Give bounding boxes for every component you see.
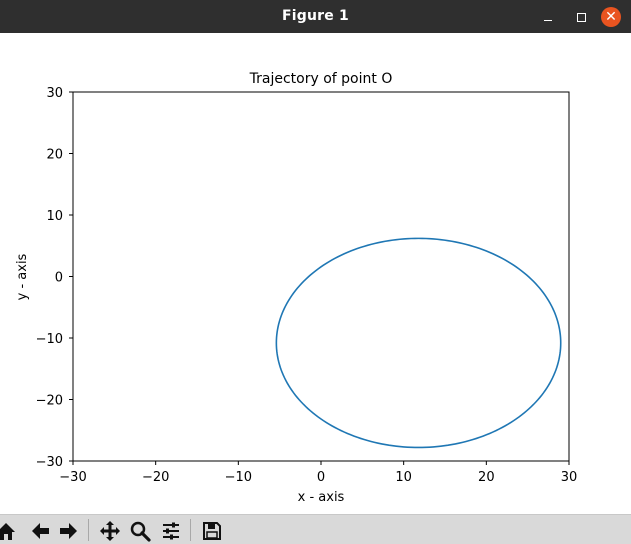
home-icon bbox=[0, 523, 15, 540]
minimize-button[interactable] bbox=[538, 7, 558, 27]
toolbar-separator bbox=[88, 519, 89, 541]
x-tick-label: 0 bbox=[317, 470, 325, 485]
y-tick-label: 0 bbox=[55, 271, 63, 286]
maximize-icon bbox=[576, 12, 586, 22]
zoom-button[interactable] bbox=[128, 519, 152, 543]
pan-button[interactable] bbox=[98, 519, 122, 543]
maximize-button[interactable] bbox=[571, 7, 591, 27]
toolbar-separator bbox=[190, 519, 191, 541]
back-button[interactable] bbox=[28, 519, 52, 543]
axis-ticks: −30 −20 −10 0 10 20 30 −30 −20 −10 0 10 20 30 bbox=[36, 86, 578, 485]
figure-canvas[interactable]: Trajectory of point O −30 −20 −10 0 10 20 30 −3… bbox=[0, 33, 631, 514]
close-icon: ✕ bbox=[605, 9, 617, 25]
x-tick-label: −10 bbox=[225, 470, 252, 485]
forward-icon bbox=[60, 523, 77, 539]
x-tick-label: 10 bbox=[395, 470, 412, 485]
zoom-icon bbox=[130, 521, 151, 542]
configure-subplots-button[interactable] bbox=[159, 519, 183, 543]
pan-icon bbox=[100, 521, 120, 541]
trajectory-line bbox=[275, 237, 562, 449]
navigation-toolbar bbox=[0, 514, 631, 544]
x-tick-label: −20 bbox=[142, 470, 169, 485]
window-title: Figure 1 bbox=[282, 8, 349, 24]
close-button[interactable]: ✕ bbox=[601, 7, 621, 27]
x-tick-label: 30 bbox=[561, 470, 578, 485]
save-icon bbox=[203, 522, 221, 540]
minimize-icon bbox=[544, 19, 552, 22]
trajectory-chart: Trajectory of point O −30 −20 −10 0 10 20 30−3… bbox=[15, 71, 578, 505]
save-button[interactable] bbox=[200, 519, 224, 543]
y-tick-label: −30 bbox=[36, 455, 63, 470]
y-tick-label: 10 bbox=[46, 209, 63, 224]
y-tick-label: 30 bbox=[46, 86, 63, 101]
x-axis-label: x - axis bbox=[298, 490, 345, 505]
x-tick-label: 20 bbox=[478, 470, 495, 485]
axes-frame bbox=[72, 91, 570, 462]
y-tick-label: −20 bbox=[36, 394, 63, 409]
y-axis-label: y - axis bbox=[15, 253, 30, 300]
y-tick-label: 20 bbox=[46, 148, 63, 163]
window-titlebar: Figure 1 ✕ bbox=[0, 0, 631, 33]
back-icon bbox=[32, 523, 49, 539]
forward-button[interactable] bbox=[57, 519, 81, 543]
y-tick-label: −10 bbox=[36, 332, 63, 347]
x-tick-label: −30 bbox=[59, 470, 86, 485]
configure-subplots-icon bbox=[163, 522, 179, 540]
home-button[interactable] bbox=[0, 519, 18, 543]
chart-title: Trajectory of point O bbox=[249, 71, 393, 87]
